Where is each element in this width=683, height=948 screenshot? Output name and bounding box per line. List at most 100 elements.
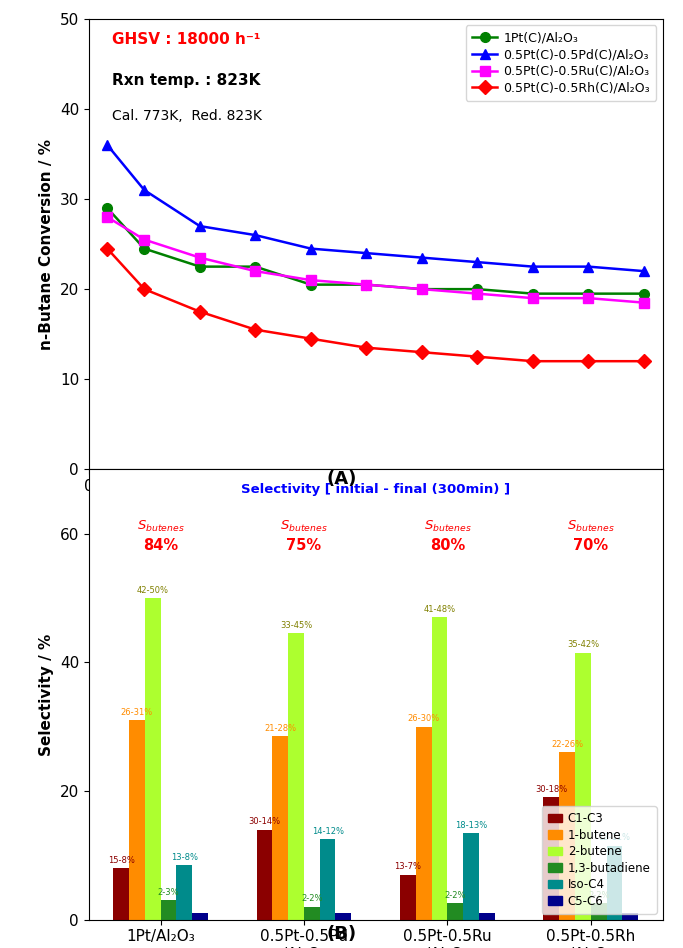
0.5Pt(C)-0.5Pd(C)/Al₂O₃ xyxy=(362,247,370,259)
Text: (A): (A) xyxy=(326,470,357,487)
Bar xyxy=(591,903,607,920)
Text: 75%: 75% xyxy=(286,538,322,553)
Text: 33-45%: 33-45% xyxy=(280,621,312,630)
0.5Pt(C)-0.5Pd(C)/Al₂O₃ xyxy=(307,243,315,254)
Text: 30-18%: 30-18% xyxy=(535,785,568,794)
Legend: 1Pt(C)/Al₂O₃, 0.5Pt(C)-0.5Pd(C)/Al₂O₃, 0.5Pt(C)-0.5Ru(C)/Al₂O₃, 0.5Pt(C)-0.5Rh(C: 1Pt(C)/Al₂O₃, 0.5Pt(C)-0.5Pd(C)/Al₂O₃, 0… xyxy=(466,26,656,100)
0.5Pt(C)-0.5Ru(C)/Al₂O₃ xyxy=(529,292,537,303)
1Pt(C)/Al₂O₃ xyxy=(473,283,482,295)
Bar xyxy=(559,753,575,920)
Text: 14-12%: 14-12% xyxy=(311,827,344,836)
0.5Pt(C)-0.5Pd(C)/Al₂O₃ xyxy=(196,221,204,232)
Bar xyxy=(161,901,176,920)
Text: 12-11%: 12-11% xyxy=(598,833,630,843)
Bar xyxy=(320,839,335,920)
Text: Rxn temp. : 823K: Rxn temp. : 823K xyxy=(112,73,260,88)
Text: 22-26%: 22-26% xyxy=(551,740,583,749)
Text: 26-30%: 26-30% xyxy=(408,715,440,723)
X-axis label: Time on stream / min: Time on stream / min xyxy=(268,500,483,518)
Text: 84%: 84% xyxy=(143,538,178,553)
1Pt(C)/Al₂O₃ xyxy=(251,261,260,272)
Bar xyxy=(113,868,129,920)
Text: $S_{butenes}$: $S_{butenes}$ xyxy=(423,519,471,534)
Legend: C1-C3, 1-butene, 2-butene, 1,3-butadiene, Iso-C4, C5-C6: C1-C3, 1-butene, 2-butene, 1,3-butadiene… xyxy=(542,806,656,914)
0.5Pt(C)-0.5Ru(C)/Al₂O₃ xyxy=(362,279,370,290)
0.5Pt(C)-0.5Rh(C)/Al₂O₃ xyxy=(640,356,648,367)
0.5Pt(C)-0.5Rh(C)/Al₂O₃ xyxy=(473,351,482,362)
1Pt(C)/Al₂O₃ xyxy=(529,288,537,300)
1Pt(C)/Al₂O₃ xyxy=(196,261,204,272)
0.5Pt(C)-0.5Pd(C)/Al₂O₃ xyxy=(585,261,593,272)
1Pt(C)/Al₂O₃ xyxy=(307,279,315,290)
Bar xyxy=(479,913,494,920)
Text: Selectivity [ initial - final (300min) ]: Selectivity [ initial - final (300min) ] xyxy=(241,483,510,496)
Text: Cal. 773K,  Red. 823K: Cal. 773K, Red. 823K xyxy=(112,109,262,123)
Text: 2-2%: 2-2% xyxy=(588,891,609,901)
Text: $S_{butenes}$: $S_{butenes}$ xyxy=(137,519,184,534)
0.5Pt(C)-0.5Ru(C)/Al₂O₃ xyxy=(307,275,315,286)
Text: 35-42%: 35-42% xyxy=(567,641,599,649)
0.5Pt(C)-0.5Pd(C)/Al₂O₃ xyxy=(140,185,148,196)
Line: 0.5Pt(C)-0.5Ru(C)/Al₂O₃: 0.5Pt(C)-0.5Ru(C)/Al₂O₃ xyxy=(102,212,649,307)
0.5Pt(C)-0.5Rh(C)/Al₂O₃ xyxy=(307,333,315,344)
0.5Pt(C)-0.5Rh(C)/Al₂O₃ xyxy=(418,347,426,358)
Bar xyxy=(176,865,192,920)
0.5Pt(C)-0.5Ru(C)/Al₂O₃ xyxy=(251,265,260,277)
Bar xyxy=(607,846,622,920)
0.5Pt(C)-0.5Pd(C)/Al₂O₃ xyxy=(103,139,111,151)
Text: 41-48%: 41-48% xyxy=(423,605,456,614)
Text: $S_{butenes}$: $S_{butenes}$ xyxy=(280,519,328,534)
0.5Pt(C)-0.5Pd(C)/Al₂O₃ xyxy=(640,265,648,277)
Bar xyxy=(288,633,304,920)
0.5Pt(C)-0.5Rh(C)/Al₂O₃ xyxy=(585,356,593,367)
Bar xyxy=(416,726,432,920)
1Pt(C)/Al₂O₃ xyxy=(585,288,593,300)
Text: 42-50%: 42-50% xyxy=(137,586,169,594)
Text: $S_{butenes}$: $S_{butenes}$ xyxy=(567,519,615,534)
Bar xyxy=(273,737,288,920)
Y-axis label: Selectivity / %: Selectivity / % xyxy=(39,633,54,756)
Line: 0.5Pt(C)-0.5Pd(C)/Al₂O₃: 0.5Pt(C)-0.5Pd(C)/Al₂O₃ xyxy=(102,140,649,276)
0.5Pt(C)-0.5Ru(C)/Al₂O₃ xyxy=(196,252,204,264)
Text: 2-3%: 2-3% xyxy=(158,888,179,897)
0.5Pt(C)-0.5Ru(C)/Al₂O₃ xyxy=(473,288,482,300)
1Pt(C)/Al₂O₃ xyxy=(103,203,111,214)
Text: 13-7%: 13-7% xyxy=(394,863,421,871)
0.5Pt(C)-0.5Ru(C)/Al₂O₃ xyxy=(418,283,426,295)
Bar xyxy=(129,720,145,920)
0.5Pt(C)-0.5Rh(C)/Al₂O₃ xyxy=(529,356,537,367)
Text: 26-31%: 26-31% xyxy=(121,708,153,717)
0.5Pt(C)-0.5Rh(C)/Al₂O₃ xyxy=(103,243,111,254)
1Pt(C)/Al₂O₃ xyxy=(640,288,648,300)
Text: 15-8%: 15-8% xyxy=(108,856,135,865)
Bar xyxy=(400,874,416,920)
0.5Pt(C)-0.5Ru(C)/Al₂O₃ xyxy=(585,292,593,303)
Bar xyxy=(192,913,208,920)
Bar xyxy=(432,617,447,920)
Text: (B): (B) xyxy=(326,925,357,942)
0.5Pt(C)-0.5Ru(C)/Al₂O₃ xyxy=(140,234,148,246)
Text: 30-14%: 30-14% xyxy=(249,817,281,827)
Bar xyxy=(304,906,320,920)
0.5Pt(C)-0.5Ru(C)/Al₂O₃ xyxy=(103,211,111,223)
Text: 2-2%: 2-2% xyxy=(301,895,322,903)
Text: 70%: 70% xyxy=(573,538,609,553)
0.5Pt(C)-0.5Rh(C)/Al₂O₃ xyxy=(251,324,260,336)
Bar xyxy=(257,830,273,920)
0.5Pt(C)-0.5Ru(C)/Al₂O₃ xyxy=(640,297,648,308)
0.5Pt(C)-0.5Pd(C)/Al₂O₃ xyxy=(251,229,260,241)
Bar xyxy=(335,913,351,920)
Text: 18-13%: 18-13% xyxy=(455,821,487,830)
Bar xyxy=(447,903,463,920)
Bar xyxy=(544,797,559,920)
Text: 2-2%: 2-2% xyxy=(445,891,466,901)
Text: GHSV : 18000 h⁻¹: GHSV : 18000 h⁻¹ xyxy=(112,32,260,47)
Text: 21-28%: 21-28% xyxy=(264,724,296,733)
0.5Pt(C)-0.5Pd(C)/Al₂O₃ xyxy=(473,257,482,268)
Bar xyxy=(622,913,638,920)
1Pt(C)/Al₂O₃ xyxy=(362,279,370,290)
Bar xyxy=(575,652,591,920)
Text: 80%: 80% xyxy=(430,538,465,553)
Text: 13-8%: 13-8% xyxy=(171,852,197,862)
0.5Pt(C)-0.5Rh(C)/Al₂O₃ xyxy=(140,283,148,295)
